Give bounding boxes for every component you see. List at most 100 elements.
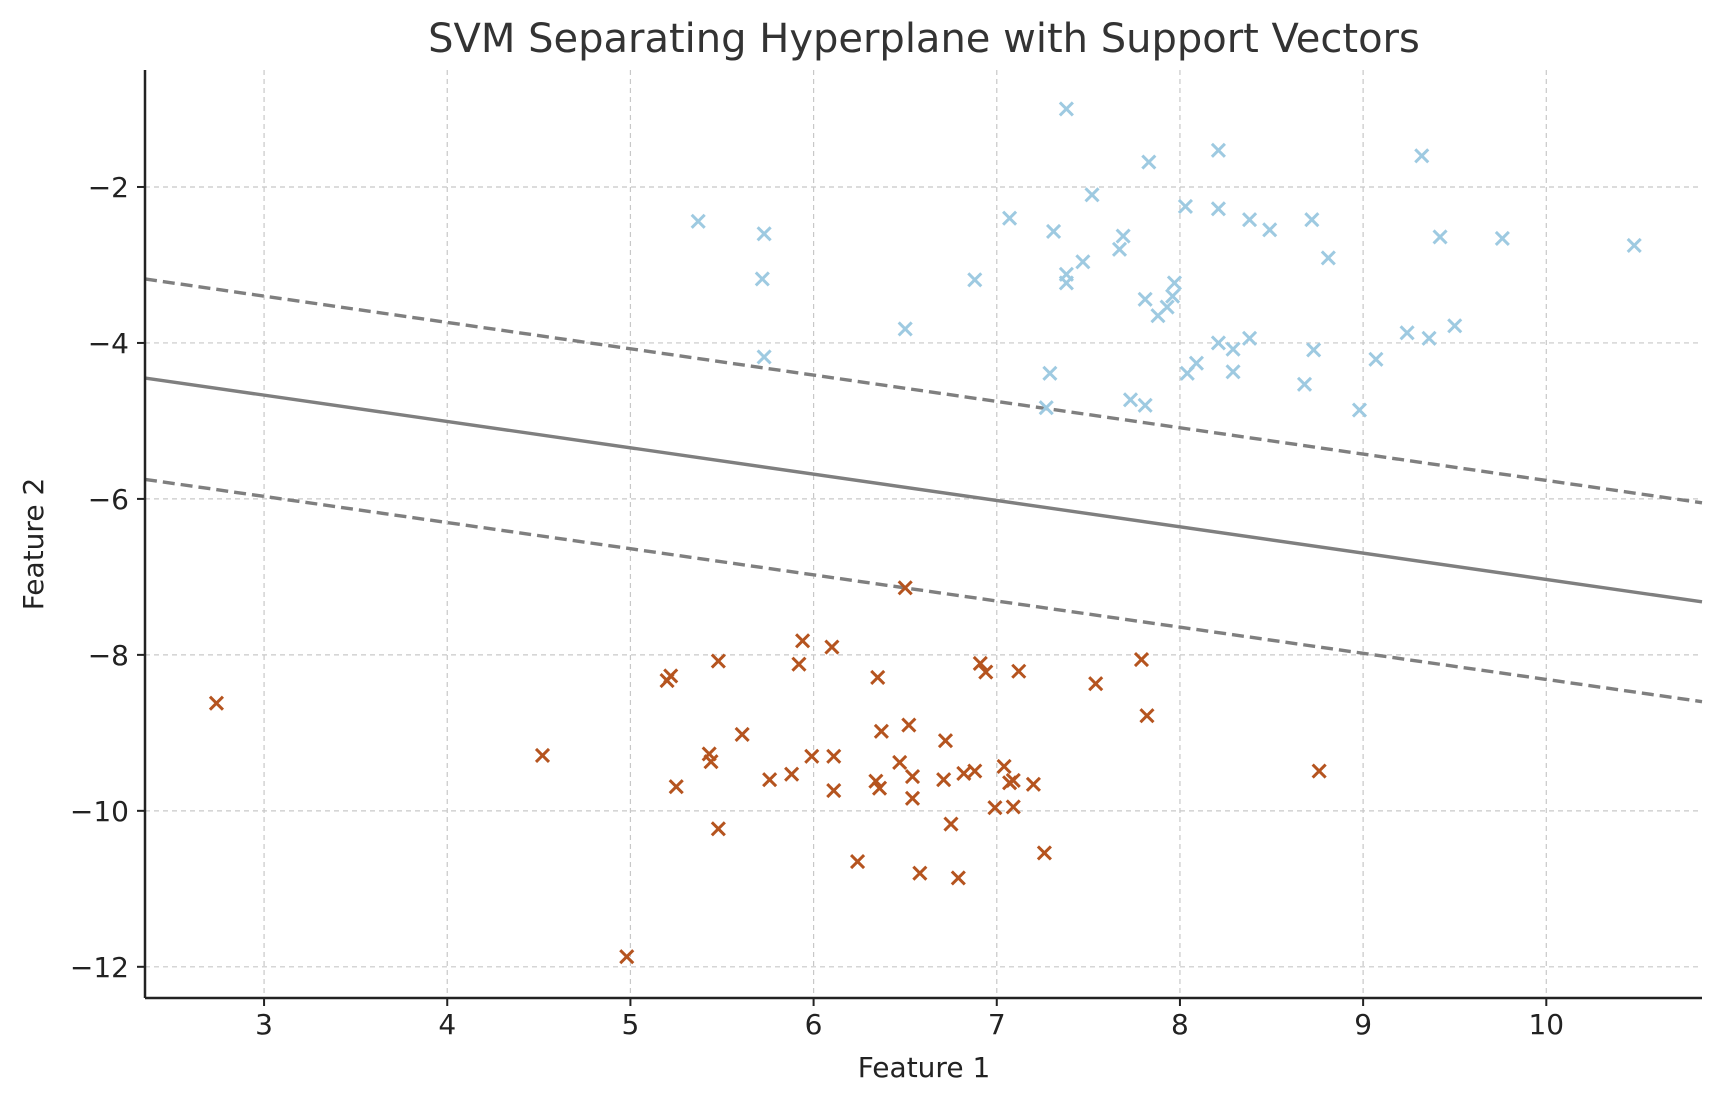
point-lower-class <box>1311 763 1327 779</box>
point-upper-class <box>1045 223 1062 239</box>
point-upper-class <box>1058 275 1074 291</box>
point-upper-class <box>1210 335 1226 351</box>
y-axis-label: Feature 2 <box>17 478 50 611</box>
point-lower-class <box>791 656 807 672</box>
point-lower-class <box>1133 651 1150 668</box>
point-lower-class <box>824 639 840 655</box>
point-upper-class <box>1241 330 1258 346</box>
point-upper-class <box>1150 308 1166 324</box>
point-upper-class <box>1115 228 1131 244</box>
point-upper-class <box>1137 291 1153 307</box>
x-tick-label: 6 <box>805 1008 823 1041</box>
point-upper-class <box>756 349 772 365</box>
point-upper-class <box>1166 275 1183 291</box>
point-upper-class <box>1084 187 1100 203</box>
decision-boundary-line <box>144 376 1703 604</box>
tick-labels: 3 4 5 6 7 8 9 10 −2 −4 −6 −8 −10 −12 <box>70 171 1564 1041</box>
point-lower-class <box>1002 775 1018 791</box>
point-upper-class <box>1177 198 1194 215</box>
x-tick-label: 10 <box>1528 1008 1564 1041</box>
point-upper-class <box>1351 402 1368 418</box>
point-upper-class <box>1058 101 1074 117</box>
point-upper-class <box>1414 148 1430 164</box>
point-upper-class <box>1210 201 1226 217</box>
point-lower-class <box>826 748 842 764</box>
y-tick-label: −2 <box>88 171 129 204</box>
point-upper-class <box>967 272 983 288</box>
point-lower-class <box>956 765 972 781</box>
point-lower-class <box>870 669 886 686</box>
point-lower-class <box>1139 708 1155 724</box>
point-lower-class <box>703 754 719 770</box>
point-lower-class <box>967 763 983 779</box>
point-lower-class <box>1011 663 1027 679</box>
point-lower-class <box>710 821 726 837</box>
point-lower-class <box>912 865 928 881</box>
margin-line <box>144 477 1703 704</box>
point-lower-class <box>1025 776 1041 792</box>
point-lower-class <box>871 780 888 796</box>
chart-title: SVM Separating Hyperplane with Support V… <box>428 16 1420 62</box>
point-upper-class <box>1320 250 1336 266</box>
point-lower-class <box>892 754 908 771</box>
x-tick-label: 3 <box>255 1008 273 1041</box>
point-upper-class <box>1296 376 1313 392</box>
point-lower-class <box>904 768 921 785</box>
y-tick-label: −8 <box>88 639 129 672</box>
point-lower-class <box>734 726 750 742</box>
point-lower-class <box>208 695 224 711</box>
svm-lines <box>144 277 1703 704</box>
point-upper-class <box>1494 230 1510 247</box>
point-upper-class <box>1262 222 1278 238</box>
point-upper-class <box>897 321 913 337</box>
point-upper-class <box>1432 229 1448 245</box>
point-lower-class <box>619 949 635 965</box>
point-lower-class <box>901 717 917 733</box>
point-upper-class <box>1179 365 1195 381</box>
point-lower-class <box>987 800 1003 816</box>
point-lower-class <box>950 870 966 886</box>
point-upper-class <box>1225 364 1241 380</box>
point-lower-class <box>996 758 1012 774</box>
margin-line <box>144 277 1703 505</box>
y-tick-label: −10 <box>70 795 129 828</box>
point-lower-class <box>659 673 675 689</box>
point-lower-class <box>826 783 842 799</box>
point-upper-class <box>1122 392 1139 408</box>
point-upper-class <box>1626 237 1642 254</box>
point-upper-class <box>1111 241 1128 257</box>
point-upper-class <box>1447 318 1463 334</box>
x-tick-label: 4 <box>438 1008 456 1041</box>
point-lower-class <box>943 816 959 832</box>
point-lower-class <box>1088 676 1104 692</box>
point-upper-class <box>1304 212 1320 228</box>
point-upper-class <box>1038 400 1054 416</box>
point-lower-class <box>784 766 800 782</box>
point-upper-class <box>1241 212 1258 228</box>
x-tick-label: 7 <box>988 1008 1006 1041</box>
point-lower-class <box>936 772 952 788</box>
x-axis-label: Feature 1 <box>858 1051 991 1084</box>
point-lower-class <box>1036 845 1052 861</box>
point-upper-class <box>1002 210 1018 226</box>
point-upper-class <box>1075 254 1091 270</box>
y-tick-label: −4 <box>88 327 129 360</box>
point-lower-class <box>873 723 889 739</box>
point-lower-class <box>762 772 778 788</box>
point-upper-class <box>1225 341 1241 357</box>
axes <box>137 70 1702 1006</box>
point-upper-class <box>1165 288 1181 304</box>
point-lower-class <box>978 664 994 680</box>
point-upper-class <box>1137 397 1153 413</box>
data-points <box>208 101 1642 965</box>
point-lower-class <box>904 790 921 806</box>
point-lower-class <box>668 779 684 795</box>
point-upper-class <box>754 271 770 287</box>
x-tick-label: 8 <box>1171 1008 1189 1041</box>
x-tick-label: 5 <box>622 1008 640 1041</box>
point-lower-class <box>804 748 820 764</box>
point-lower-class <box>710 653 726 669</box>
point-lower-class <box>534 747 551 764</box>
